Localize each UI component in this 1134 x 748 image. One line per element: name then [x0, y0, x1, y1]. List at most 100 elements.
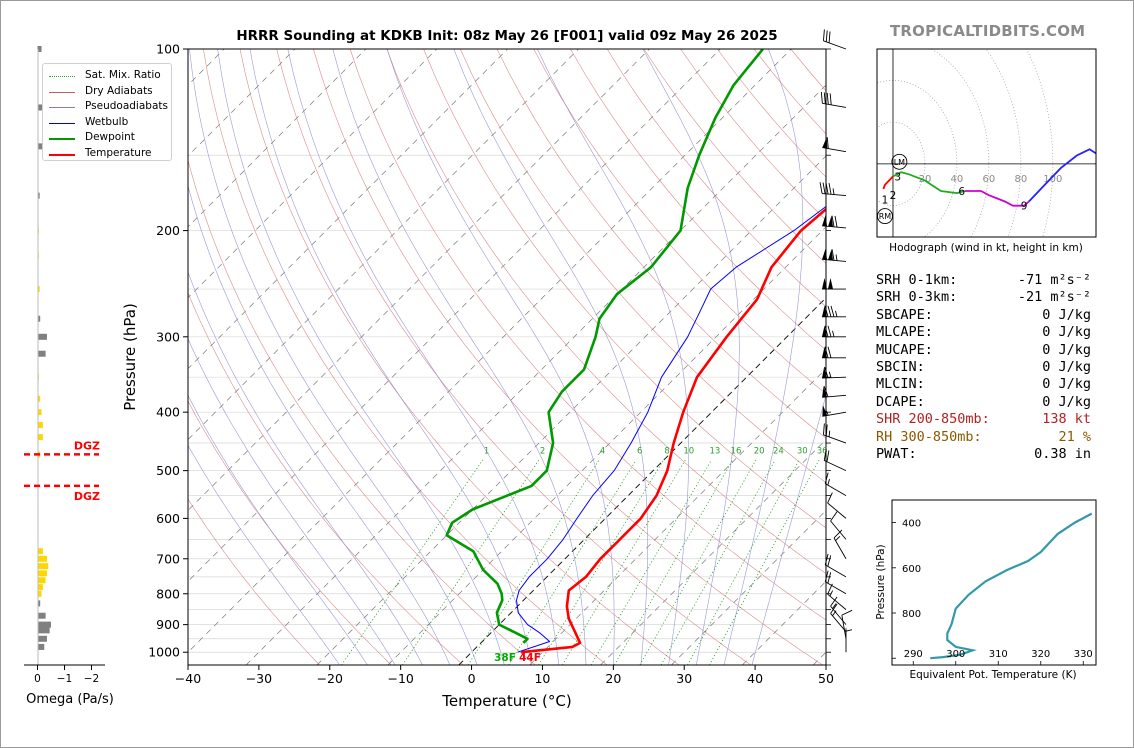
isotherm-line: [316, 155, 826, 665]
theta-e-y-label: Pressure (hPa): [875, 544, 887, 619]
theta-e-x-tick-label: 300: [946, 649, 965, 660]
moist-adiabat-line: [188, 444, 340, 665]
omega-bar: [37, 434, 43, 441]
omega-bar: [37, 612, 46, 619]
moist-adiabat-line: [642, 49, 740, 665]
theta-e-x-tick-label: 320: [1031, 649, 1050, 660]
barb-full: [833, 529, 843, 539]
barb-staff: [824, 460, 847, 472]
barb-pennant: [822, 346, 827, 358]
wind-barb: [822, 215, 847, 229]
legend-item: Dry Adiabats: [49, 84, 169, 100]
barb-pennant: [828, 249, 834, 261]
theta-e-frame: [891, 499, 1097, 666]
moist-adiabat-line: [188, 184, 451, 665]
omega-bar: [37, 395, 41, 402]
hodograph-height-label: 3: [894, 171, 901, 183]
barb-half: [832, 188, 835, 195]
hodograph-rings: 20 40 60 80 100: [877, 49, 1096, 237]
barb-half: [827, 479, 830, 486]
wind-barb: [827, 583, 847, 610]
barb-pennant: [822, 278, 827, 290]
moist-adiabat-line: [537, 49, 689, 665]
barb-full: [824, 325, 829, 337]
storm-motion-circle: [891, 153, 908, 170]
dry-adiabat-line: [203, 49, 608, 665]
barb-half: [835, 535, 841, 541]
omega-bar: [37, 563, 49, 570]
moist-adiabat-line: [217, 49, 505, 665]
dry-adiabat-line: [276, 49, 751, 665]
hodograph-ring-label: 40: [951, 174, 964, 185]
stat-row: PWAT: 0.38 in: [876, 446, 1091, 463]
barb-full: [824, 553, 829, 565]
omega-bar: [37, 350, 46, 357]
stat-label: DCAPE:: [876, 393, 925, 410]
barb-full: [829, 93, 832, 105]
dry-adiabat-line: [188, 159, 536, 665]
moist-adiabat-line: [188, 394, 368, 665]
hodograph-caption: Hodograph (wind in kt, height in km): [889, 242, 1083, 254]
mixing-ratio-label: 13: [709, 446, 720, 456]
barb-staff: [824, 581, 847, 595]
omega-bar: [37, 584, 43, 591]
x-tick-label: −10: [387, 671, 413, 686]
wind-barb: [824, 570, 847, 595]
omega-bar: [37, 192, 40, 199]
barb-full: [824, 570, 829, 582]
stat-label: SBCIN:: [876, 358, 925, 375]
barb-staff: [824, 564, 847, 578]
mixing-ratio-label: 4: [600, 446, 605, 456]
theta-e-y-tick-label: 600: [902, 564, 921, 575]
legend-item: Pseudoadiabats: [49, 99, 169, 115]
barb-full: [830, 511, 838, 522]
barb-pennant: [822, 305, 827, 317]
barb-full: [820, 91, 823, 104]
legend-swatch: [49, 138, 75, 140]
storm-motion-label: RM: [879, 212, 892, 221]
stat-value: 138 kt: [1042, 411, 1091, 428]
barb-full: [827, 492, 833, 504]
moist-adiabat-line: [723, 49, 804, 665]
mixing-ratio-line: [613, 459, 734, 665]
isotherm-line: [188, 49, 721, 582]
wind-barb: [822, 137, 847, 153]
barb-staff: [821, 376, 847, 379]
wind-barb: [822, 385, 847, 398]
barb-full: [830, 596, 838, 607]
stat-value: 0 J/kg: [1042, 393, 1091, 410]
moist-adiabat-line: [189, 49, 478, 665]
legend-label: Wetbulb: [85, 115, 129, 128]
omega-bar: [37, 590, 42, 597]
legend-swatch: [49, 91, 75, 93]
legend-item: Wetbulb: [49, 115, 169, 131]
mixing-ratio-label: 1: [484, 446, 489, 456]
hodograph-segment: [882, 175, 894, 190]
omega-bar: [37, 577, 46, 584]
mixing-ratio-label: 30: [797, 446, 808, 456]
barb-half: [832, 610, 837, 616]
barb-full: [827, 572, 832, 584]
barb-half: [835, 310, 838, 317]
wind-barbs: [819, 29, 853, 653]
mixing-ratio-label: 2: [540, 446, 545, 456]
hodograph-height-label: 6: [958, 186, 965, 198]
omega-tick-label: −1: [57, 673, 72, 685]
barb-full: [823, 92, 826, 104]
mixing-ratio-line: [561, 459, 686, 665]
skewt-y-ticks: 100 200 300 400 500 600 700 800 900 1000: [148, 42, 831, 666]
x-tick-label: −20: [317, 671, 343, 686]
dry-adiabat-line: [313, 49, 823, 665]
barb-pennant: [828, 278, 833, 290]
dry-adiabat-line: [496, 49, 826, 439]
sounding-stats: SRH 0-1km: -71 m²s⁻² SRH 0-3km: -21 m²s⁻² SB…: [876, 272, 1091, 463]
dry-adiabat-line: [188, 291, 464, 665]
barb-full: [824, 472, 829, 484]
x-tick-label: 30: [676, 671, 692, 686]
theta-e-x-label: Equivalent Pot. Temperature (K): [909, 669, 1076, 681]
wind-barb: [833, 529, 847, 560]
theta-e-panel: 290 300 310 320 330 400 600 800 Equivalent Pot.…: [875, 499, 1097, 681]
theta-e-ticks: 290 300 310 320 330 400 600 800: [892, 519, 1093, 665]
skewt-background-lines: [188, 49, 826, 665]
